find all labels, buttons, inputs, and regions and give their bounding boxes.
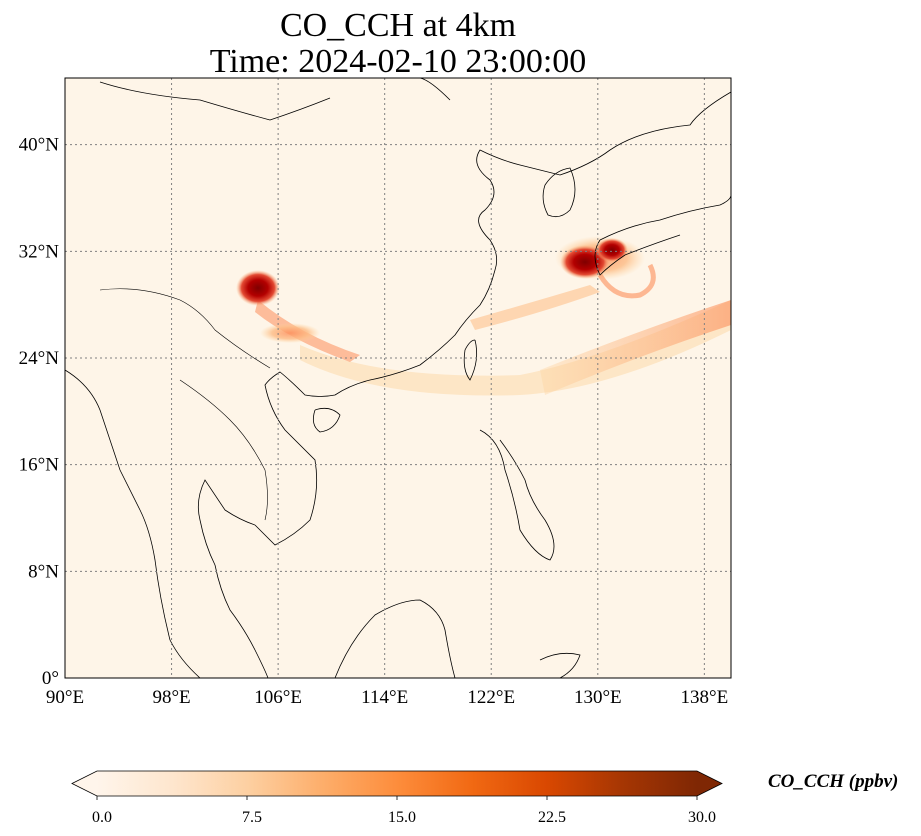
lon-tick-label: 138°E xyxy=(681,687,729,708)
colorbar-extend-low xyxy=(72,771,97,796)
lat-tick-label: 32°N xyxy=(19,241,60,262)
coastline-japan xyxy=(594,194,731,276)
colorbar-title: CO_CCH (ppbv) xyxy=(768,771,898,792)
coastline-hainan xyxy=(312,407,341,433)
longitude-tick-labels: 90°E 98°E 106°E 114°E 122°E 130°E 138°E xyxy=(46,687,728,708)
coastline-philippines xyxy=(479,429,555,561)
co-plume-taiwan-strait xyxy=(470,285,600,330)
colorbar-ticks: 0.0 7.5 15.0 22.5 30.0 xyxy=(92,796,716,826)
co-plume-sichuan-tail xyxy=(255,300,360,362)
co-hotspot-sichuan xyxy=(236,270,280,306)
coastline-bay-of-bengal xyxy=(65,369,201,678)
lon-tick-label: 114°E xyxy=(361,687,408,708)
map-frame xyxy=(64,77,732,679)
coastline-taiwan xyxy=(463,339,478,381)
lat-tick-label: 24°N xyxy=(19,348,60,369)
border-inland-1 xyxy=(99,288,271,369)
lon-tick-label: 90°E xyxy=(46,687,84,708)
lon-tick-label: 122°E xyxy=(467,687,515,708)
co-hotspot-kyushu xyxy=(596,238,628,262)
lat-tick-label: 16°N xyxy=(19,455,60,476)
co-plume-secondary xyxy=(260,323,320,343)
coastlines xyxy=(65,78,731,678)
colorbar-tick-label: 30.0 xyxy=(688,809,716,826)
lon-tick-label: 98°E xyxy=(152,687,190,708)
lat-tick-label: 40°N xyxy=(19,135,60,156)
border-inland-2 xyxy=(179,379,268,521)
colorbar-tick-label: 0.0 xyxy=(92,809,112,826)
map-title-line2: Time: 2024-02-10 23:00:00 xyxy=(209,43,587,80)
co-plume-pacific xyxy=(540,300,731,395)
colorbar-tick-label: 7.5 xyxy=(242,809,262,826)
colorbar-gradient xyxy=(97,771,697,796)
map-plot-area xyxy=(65,78,731,678)
colorbar-tick-label: 22.5 xyxy=(538,809,566,826)
latitude-tick-labels: 0° 8°N 16°N 24°N 32°N 40°N xyxy=(19,135,60,689)
lon-tick-label: 106°E xyxy=(254,687,302,708)
lat-tick-label: 8°N xyxy=(28,561,59,582)
map-title-line1: CO_CCH at 4km xyxy=(279,7,517,44)
graticule xyxy=(65,78,731,678)
co-plume-curl xyxy=(597,263,656,299)
colorbar-tick-label: 15.0 xyxy=(388,809,416,826)
co-concentration-field xyxy=(236,236,731,396)
coastline-north-border xyxy=(419,78,451,101)
coastline-indochina xyxy=(197,479,269,678)
coastline-mongolia-border xyxy=(99,81,331,121)
co-plume-southern-band xyxy=(300,300,731,396)
coastline-china-mainland xyxy=(254,91,731,546)
coastline-korea xyxy=(542,167,576,218)
colorbar-extend-high xyxy=(697,771,722,796)
lat-tick-label: 0° xyxy=(42,668,59,689)
coastline-borneo xyxy=(334,599,456,678)
colorbar: 0.0 7.5 15.0 22.5 30.0 CO_CCH (ppbv) xyxy=(71,770,898,826)
coastline-sulawesi xyxy=(539,652,581,678)
lon-tick-label: 130°E xyxy=(574,687,622,708)
